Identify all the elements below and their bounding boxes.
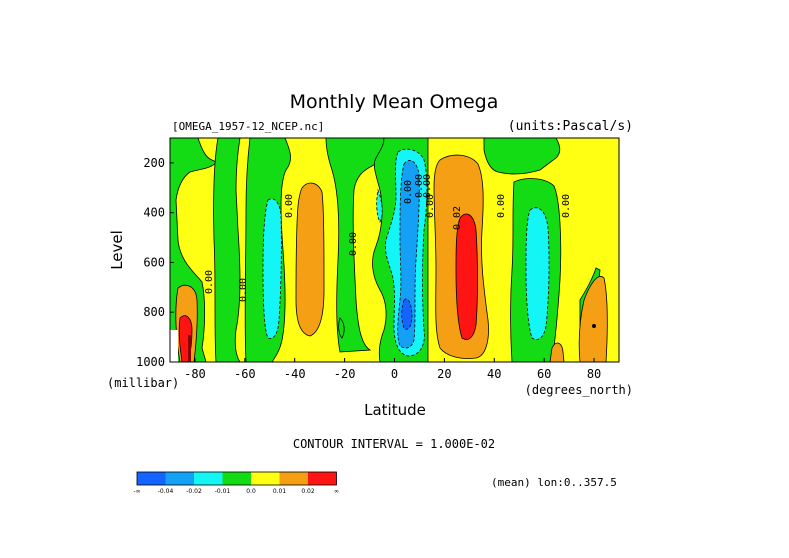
legend-label: -0.01 [215, 488, 231, 495]
band-blue-equator [397, 160, 420, 349]
x-tick-label: 0 [391, 367, 398, 381]
contour-fill [170, 138, 619, 362]
chart-title: Monthly Mean Omega [290, 91, 499, 113]
x-tick-label: -60 [234, 367, 256, 381]
x-tick-label: 80 [587, 367, 601, 381]
legend-label: 0.02 [301, 488, 315, 495]
legend-swatch [279, 472, 308, 485]
band-cyan-small [376, 188, 383, 223]
x-unit-label: (degrees_north) [525, 383, 633, 397]
x-tick-label: 60 [537, 367, 551, 381]
legend-swatch [165, 472, 194, 485]
contour-interval-label: CONTOUR INTERVAL = 1.000E-02 [293, 437, 495, 451]
x-axis-title: Latitude [364, 401, 426, 419]
footer-label: (mean) lon:0..357.5 [491, 476, 617, 489]
y-axis-title: Level [108, 230, 126, 270]
band-white-notch [170, 330, 178, 362]
band-cyan-south [262, 198, 282, 339]
band-darkred-spot [188, 335, 191, 362]
legend-label: ∞ [334, 488, 339, 495]
band-green-west [213, 138, 241, 362]
band-darkblue-core [401, 298, 413, 330]
contour-label: 0.02 [452, 206, 463, 230]
y-axis: 200 400 600 800 1000 [136, 156, 174, 369]
x-tick-label: -20 [334, 367, 356, 381]
y-tick-label: 400 [143, 206, 165, 220]
contour-labels: 0.00 0.00 0.00 0.00 0.00 0.00 0.00 0.00 … [204, 174, 572, 302]
color-legend: -∞ -0.04 -0.02 -0.01 0.0 0.01 0.02 ∞ [133, 471, 339, 495]
legend-label: -∞ [133, 488, 140, 495]
legend-label: -0.02 [186, 488, 202, 495]
band-orange-small-north [549, 342, 565, 362]
band-cyan-north [525, 207, 550, 340]
y-tick-label: 600 [143, 255, 165, 269]
contour-label: 0.00 [204, 270, 215, 294]
x-tick-label: 20 [437, 367, 451, 381]
x-axis: -80 -60 -40 -20 0 20 40 60 80 [184, 358, 601, 381]
dataset-label: [OMEGA_1957-12_NCEP.nc] [172, 120, 324, 133]
legend-frame [136, 471, 337, 486]
legend-swatch [251, 472, 280, 485]
contour-label: 0.00 [414, 174, 425, 198]
band-red-north-subtrop [455, 213, 478, 340]
contour-label: 0.00 [496, 194, 507, 218]
contour-label: 0.00 [348, 232, 359, 256]
band-green-southern-mid [325, 138, 385, 353]
band-orange-north-polar [578, 276, 608, 362]
band-green-north-mid [483, 138, 561, 175]
legend-label: 0.0 [246, 488, 256, 495]
x-tick-label: -40 [284, 367, 306, 381]
legend-swatch [194, 472, 223, 485]
contour-label: 0.00 [403, 180, 414, 204]
y-tick-label: 200 [143, 156, 165, 170]
band-green-small-patch [338, 317, 345, 339]
y-tick-label: 800 [143, 305, 165, 319]
legend-label: -0.04 [158, 488, 174, 495]
band-darkred-dot [592, 324, 596, 328]
contour-label: 0.00 [561, 194, 572, 218]
contour-label: 0.00 [422, 174, 433, 198]
contour-label: 0.00 [284, 194, 295, 218]
x-tick-label: 40 [487, 367, 501, 381]
legend-swatch [308, 472, 337, 485]
legend-swatch [222, 472, 251, 485]
legend-label: 0.01 [273, 488, 287, 495]
y-unit-label: (millibar) [107, 376, 179, 390]
contour-label: 0.00 [425, 194, 436, 218]
contour-label: 0.00 [238, 278, 249, 302]
y-tick-label: 1000 [136, 355, 165, 369]
units-label: (units:Pascal/s) [508, 119, 633, 134]
x-tick-label: -80 [184, 367, 206, 381]
band-orange-south-mid [295, 182, 325, 337]
legend-swatch [137, 472, 166, 485]
